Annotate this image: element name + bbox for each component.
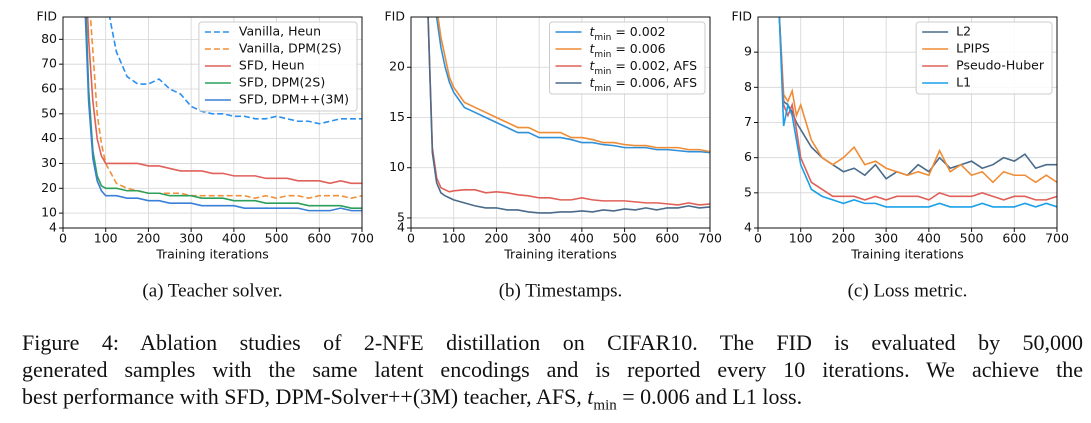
x-tick-label: 600 xyxy=(655,231,679,246)
x-tick-label: 500 xyxy=(960,231,984,246)
x-tick-label: 100 xyxy=(442,231,466,246)
x-tick-label: 0 xyxy=(407,231,415,246)
series-line xyxy=(85,17,362,209)
x-tick-label: 0 xyxy=(754,231,762,246)
legend-label: Pseudo-Huber xyxy=(956,58,1045,73)
legend-label: SFD, Heun xyxy=(239,58,305,73)
y-tick-label: 4 xyxy=(49,220,57,235)
legend-label: L1 xyxy=(956,75,971,90)
caption-line: generated samples with the same latent e… xyxy=(22,357,1083,382)
series-line xyxy=(778,17,1057,184)
plot-area xyxy=(84,17,362,212)
legend-label: SFD, DPM(2S) xyxy=(239,75,325,90)
y-tick-label: 8 xyxy=(744,79,752,94)
x-tick-label: 100 xyxy=(94,231,118,246)
y-tick-label: 30 xyxy=(41,155,57,170)
y-tick-label: 80 xyxy=(41,31,57,46)
x-tick-label: 300 xyxy=(874,231,898,246)
series-line xyxy=(84,17,362,212)
legend-label: tmin = 0.002, AFS xyxy=(590,58,698,77)
y-tick-label: 4 xyxy=(744,220,752,235)
x-tick-label: 500 xyxy=(265,231,289,246)
y-tick-label: 50 xyxy=(41,105,57,120)
x-tick-label: 100 xyxy=(789,231,813,246)
x-axis-label: Training iterations xyxy=(155,247,269,262)
y-tick-label: 5 xyxy=(397,209,405,224)
series-line xyxy=(86,17,362,185)
series-line xyxy=(427,17,710,214)
x-tick-label: 600 xyxy=(307,231,331,246)
caption-line: best performance with SFD, DPM-Solver++(… xyxy=(22,384,803,414)
x-axis-label: Training iterations xyxy=(850,247,964,262)
legend-label: tmin = 0.002 xyxy=(590,24,666,43)
x-tick-label: 300 xyxy=(527,231,551,246)
y-tick-label: 70 xyxy=(41,56,57,71)
y-tick-label: 10 xyxy=(389,159,405,174)
x-tick-label: 700 xyxy=(350,231,374,246)
y-axis-label: FID xyxy=(36,9,57,24)
legend-label: L2 xyxy=(956,24,971,39)
subcaption: (c) Loss metric. xyxy=(848,280,968,301)
plot-area xyxy=(427,17,710,214)
x-tick-label: 200 xyxy=(484,231,508,246)
legend-label: Vanilla, Heun xyxy=(239,24,321,39)
legend-box xyxy=(198,21,358,112)
series-line xyxy=(778,17,1057,208)
axes-frame xyxy=(410,16,711,229)
legend-box xyxy=(549,21,706,95)
x-tick-label: 0 xyxy=(59,231,67,246)
y-tick-label: 5 xyxy=(744,184,752,199)
legend-label: tmin = 0.006, AFS xyxy=(590,75,698,94)
y-tick-label: 15 xyxy=(389,109,405,124)
legend-label: SFD, DPM++(3M) xyxy=(239,92,349,107)
subcaption: (a) Teacher solver. xyxy=(142,280,282,301)
y-tick-label: 20 xyxy=(41,180,57,195)
axes-frame xyxy=(757,16,1058,229)
y-tick-label: 40 xyxy=(41,130,57,145)
y-axis-label: FID xyxy=(731,9,752,24)
legend-label: LPIPS xyxy=(956,41,990,56)
y-tick-label: 60 xyxy=(41,80,57,95)
y-tick-label: 20 xyxy=(389,59,405,74)
y-axis-label: FID xyxy=(384,9,405,24)
y-tick-label: 10 xyxy=(41,205,57,220)
legend-label: Vanilla, DPM(2S) xyxy=(239,41,342,56)
x-axis-label: Training iterations xyxy=(503,247,617,262)
y-tick-label: 4 xyxy=(397,220,405,235)
axes-frame xyxy=(62,16,363,229)
x-tick-label: 400 xyxy=(917,231,941,246)
series-line xyxy=(778,17,1057,201)
series-line xyxy=(435,17,710,154)
plot-area xyxy=(778,17,1057,208)
x-tick-label: 400 xyxy=(222,231,246,246)
x-tick-label: 200 xyxy=(136,231,160,246)
legend-box xyxy=(915,21,1053,95)
series-line xyxy=(437,17,710,153)
x-tick-label: 700 xyxy=(698,231,722,246)
legend: Vanilla, Heun Vanilla, DPM(2S) SFD, Heun SF… xyxy=(198,21,358,112)
x-tick-label: 300 xyxy=(179,231,203,246)
x-tick-label: 600 xyxy=(1002,231,1026,246)
subcaption: (b) Timestamps. xyxy=(499,280,623,301)
legend: L2 LPIPS Pseudo-Huber L1 xyxy=(915,21,1053,95)
x-tick-label: 500 xyxy=(613,231,637,246)
x-tick-label: 700 xyxy=(1045,231,1069,246)
legend-label: tmin = 0.006 xyxy=(590,41,666,60)
series-line xyxy=(89,17,362,200)
x-tick-label: 400 xyxy=(570,231,594,246)
y-tick-label: 9 xyxy=(744,44,752,59)
series-line xyxy=(427,17,710,206)
x-tick-label: 200 xyxy=(831,231,855,246)
y-tick-label: 6 xyxy=(744,149,752,164)
y-tick-label: 7 xyxy=(744,114,752,129)
caption-line: Figure 4: Ablation studies of 2-NFE dist… xyxy=(22,330,1083,355)
